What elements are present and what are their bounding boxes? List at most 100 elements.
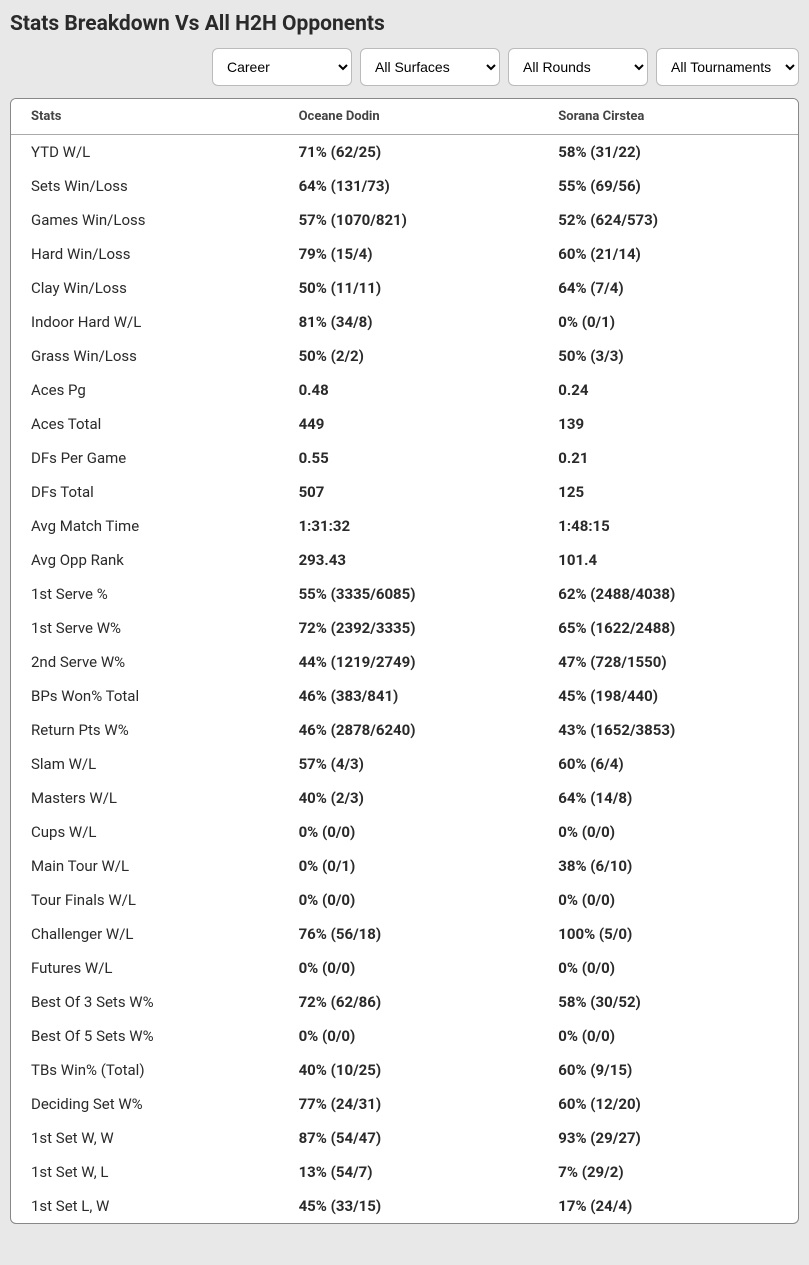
table-row: Main Tour W/L0% (0/1)38% (6/10) [11,849,798,883]
stat-label: Hard Win/Loss [11,237,279,271]
stat-value-player1: 0% (0/0) [279,1019,539,1053]
stat-label: Challenger W/L [11,917,279,951]
stat-value-player2: 100% (5/0) [538,917,798,951]
stat-value-player2: 0% (0/0) [538,883,798,917]
table-row: Cups W/L0% (0/0)0% (0/0) [11,815,798,849]
stat-value-player2: 17% (24/4) [538,1189,798,1223]
stat-value-player2: 0% (0/0) [538,951,798,985]
stat-value-player2: 101.4 [538,543,798,577]
stats-table-container: Stats Oceane Dodin Sorana Cirstea YTD W/… [10,98,799,1224]
stats-table: Stats Oceane Dodin Sorana Cirstea YTD W/… [11,99,798,1223]
stat-label: Games Win/Loss [11,203,279,237]
stat-label: 1st Set W, W [11,1121,279,1155]
stat-label: DFs Total [11,475,279,509]
stat-label: Avg Opp Rank [11,543,279,577]
stat-value-player2: 64% (7/4) [538,271,798,305]
table-row: 1st Serve %55% (3335/6085)62% (2488/4038… [11,577,798,611]
stat-value-player1: 50% (2/2) [279,339,539,373]
col-header-stats: Stats [11,99,279,135]
col-header-player2: Sorana Cirstea [538,99,798,135]
table-row: Slam W/L57% (4/3)60% (6/4) [11,747,798,781]
stat-label: 2nd Serve W% [11,645,279,679]
table-row: Games Win/Loss57% (1070/821)52% (624/573… [11,203,798,237]
stat-value-player1: 13% (54/7) [279,1155,539,1189]
stat-label: Aces Pg [11,373,279,407]
stat-value-player2: 58% (31/22) [538,135,798,170]
stat-value-player1: 79% (15/4) [279,237,539,271]
table-row: Grass Win/Loss50% (2/2)50% (3/3) [11,339,798,373]
stat-value-player2: 0% (0/1) [538,305,798,339]
stat-value-player2: 7% (29/2) [538,1155,798,1189]
stat-label: Futures W/L [11,951,279,985]
table-row: 1st Set L, W45% (33/15)17% (24/4) [11,1189,798,1223]
filter-tournament[interactable]: All Tournaments [656,48,799,86]
stat-value-player2: 43% (1652/3853) [538,713,798,747]
stat-label: Best Of 3 Sets W% [11,985,279,1019]
stat-value-player2: 60% (12/20) [538,1087,798,1121]
stat-value-player1: 0.48 [279,373,539,407]
filter-surface[interactable]: All Surfaces [360,48,500,86]
stat-value-player1: 40% (2/3) [279,781,539,815]
stat-label: Aces Total [11,407,279,441]
table-row: Best Of 3 Sets W%72% (62/86)58% (30/52) [11,985,798,1019]
table-row: Return Pts W%46% (2878/6240)43% (1652/38… [11,713,798,747]
stat-value-player1: 76% (56/18) [279,917,539,951]
stat-label: Clay Win/Loss [11,271,279,305]
stat-value-player1: 50% (11/11) [279,271,539,305]
stat-label: DFs Per Game [11,441,279,475]
stat-value-player1: 46% (2878/6240) [279,713,539,747]
page-title: Stats Breakdown Vs All H2H Opponents [10,12,799,36]
table-row: 1st Set W, W87% (54/47)93% (29/27) [11,1121,798,1155]
stat-value-player2: 45% (198/440) [538,679,798,713]
stat-value-player1: 449 [279,407,539,441]
stat-label: Cups W/L [11,815,279,849]
stat-label: YTD W/L [11,135,279,170]
table-row: 1st Set W, L13% (54/7)7% (29/2) [11,1155,798,1189]
stat-value-player2: 93% (29/27) [538,1121,798,1155]
stat-value-player1: 44% (1219/2749) [279,645,539,679]
stat-value-player2: 0% (0/0) [538,1019,798,1053]
stat-value-player1: 507 [279,475,539,509]
stat-value-player2: 64% (14/8) [538,781,798,815]
stat-value-player1: 57% (4/3) [279,747,539,781]
stat-value-player1: 55% (3335/6085) [279,577,539,611]
table-row: DFs Per Game0.550.21 [11,441,798,475]
table-row: Sets Win/Loss64% (131/73)55% (69/56) [11,169,798,203]
stat-value-player2: 0.21 [538,441,798,475]
filter-round[interactable]: All Rounds [508,48,648,86]
table-row: 2nd Serve W%44% (1219/2749)47% (728/1550… [11,645,798,679]
table-row: Avg Match Time1:31:321:48:15 [11,509,798,543]
table-row: YTD W/L71% (62/25)58% (31/22) [11,135,798,170]
stat-value-player1: 87% (54/47) [279,1121,539,1155]
table-row: Best Of 5 Sets W%0% (0/0)0% (0/0) [11,1019,798,1053]
stat-value-player1: 57% (1070/821) [279,203,539,237]
table-row: Avg Opp Rank293.43101.4 [11,543,798,577]
table-row: Aces Pg0.480.24 [11,373,798,407]
stat-label: Grass Win/Loss [11,339,279,373]
stat-value-player2: 60% (6/4) [538,747,798,781]
stat-value-player2: 58% (30/52) [538,985,798,1019]
stat-value-player1: 0% (0/1) [279,849,539,883]
stat-value-player2: 0% (0/0) [538,815,798,849]
stat-value-player1: 40% (10/25) [279,1053,539,1087]
stat-value-player1: 1:31:32 [279,509,539,543]
stat-value-player1: 0.55 [279,441,539,475]
stat-value-player2: 52% (624/573) [538,203,798,237]
stat-label: 1st Serve W% [11,611,279,645]
filter-bar: Career All Surfaces All Rounds All Tourn… [10,48,799,86]
stat-value-player1: 0% (0/0) [279,951,539,985]
stat-label: BPs Won% Total [11,679,279,713]
col-header-player1: Oceane Dodin [279,99,539,135]
table-row: Tour Finals W/L0% (0/0)0% (0/0) [11,883,798,917]
stat-label: Tour Finals W/L [11,883,279,917]
stat-value-player1: 72% (2392/3335) [279,611,539,645]
stat-value-player1: 81% (34/8) [279,305,539,339]
filter-period[interactable]: Career [212,48,352,86]
stat-value-player2: 62% (2488/4038) [538,577,798,611]
stat-value-player2: 139 [538,407,798,441]
stat-value-player1: 293.43 [279,543,539,577]
stat-value-player1: 0% (0/0) [279,883,539,917]
stat-value-player2: 55% (69/56) [538,169,798,203]
stat-label: 1st Set L, W [11,1189,279,1223]
stat-value-player2: 65% (1622/2488) [538,611,798,645]
